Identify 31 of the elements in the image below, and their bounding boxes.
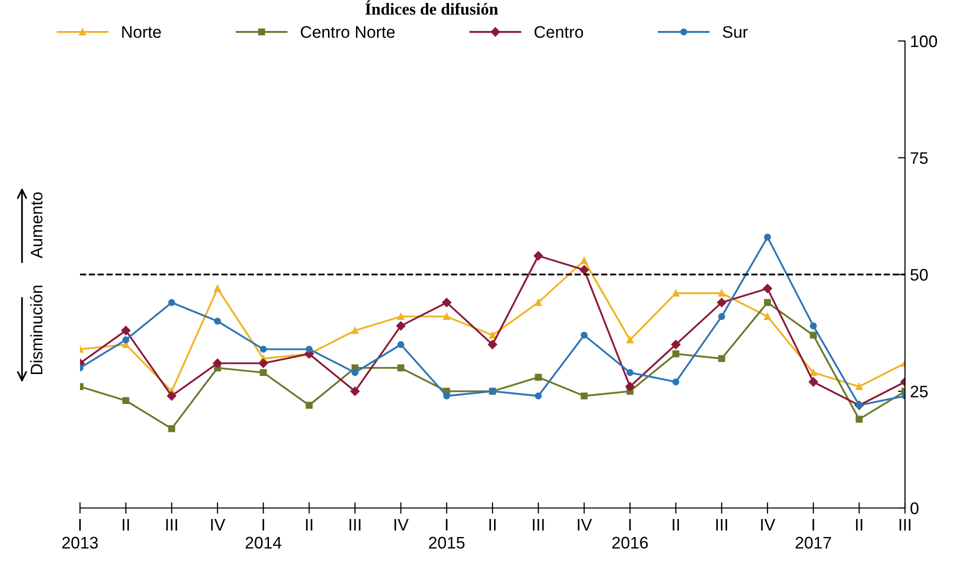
x-tick-label: III xyxy=(900,519,910,530)
legend-label: Norte xyxy=(122,26,161,38)
x-tick-label: II xyxy=(672,519,679,530)
y-tick-label: 0 xyxy=(910,502,918,514)
x-tick-label: III xyxy=(166,519,178,530)
x-tick-label: II xyxy=(122,519,129,530)
text: Disminución xyxy=(30,286,42,374)
chart-title: Índices de difusión xyxy=(365,0,498,15)
x-tick-label: III xyxy=(716,519,728,530)
x-tick-label: III xyxy=(350,519,360,530)
x-tick-label: IV xyxy=(394,519,409,530)
y-tick-label: 75 xyxy=(910,152,928,164)
x-tick-label: IV xyxy=(211,519,226,530)
x-tick-label: I 2016 xyxy=(612,519,648,549)
x-tick-label: II xyxy=(306,519,312,530)
legend-label: Centro xyxy=(534,26,584,38)
y-tick-label: 100 xyxy=(911,35,938,48)
x-tick-label: IV xyxy=(578,519,592,530)
x-tick-label: II xyxy=(489,519,496,530)
x-tick-label: I 2014 xyxy=(246,519,282,549)
text: Aumento xyxy=(30,192,42,258)
y-tick-label: 25 xyxy=(910,386,928,398)
x-tick-label: II xyxy=(856,519,862,530)
y-tick-label: 50 xyxy=(910,268,928,281)
legend-label: Sur xyxy=(722,26,748,38)
x-tick-label: IV xyxy=(761,519,776,530)
x-tick-label: I 2015 xyxy=(428,519,465,549)
x-tick-label: I 2013 xyxy=(62,519,98,549)
legend-label: Centro Norte xyxy=(300,26,395,38)
x-tick-label: I 2017 xyxy=(796,519,832,549)
x-tick-label: III xyxy=(532,519,544,530)
